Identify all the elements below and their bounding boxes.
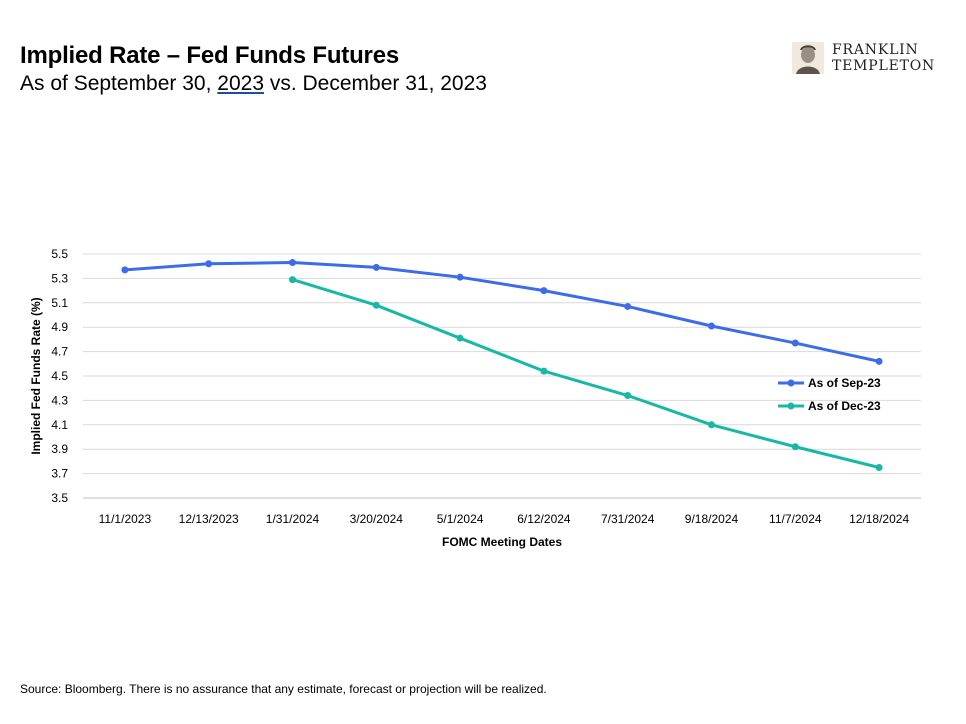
subtitle-year: 2023 xyxy=(217,72,264,95)
y-tick-label: 4.3 xyxy=(51,393,68,407)
x-tick-label: 9/18/2024 xyxy=(685,512,739,526)
data-point xyxy=(121,266,129,274)
y-tick-label: 4.1 xyxy=(51,418,68,432)
data-point xyxy=(624,392,632,400)
x-tick-label: 12/13/2023 xyxy=(179,512,239,526)
y-tick-label: 5.5 xyxy=(51,247,68,261)
data-point xyxy=(708,322,715,330)
legend-swatch-marker xyxy=(787,402,795,410)
series-line-1 xyxy=(124,261,880,363)
y-tick-label: 5.3 xyxy=(51,271,68,285)
logo-line-1: FRANKLIN xyxy=(832,42,919,58)
data-point xyxy=(372,301,380,309)
data-point xyxy=(540,287,548,295)
x-tick-label: 11/1/2023 xyxy=(99,512,152,526)
y-axis-title: Implied Fed Funds Rate (%) xyxy=(29,297,43,454)
portrait-icon xyxy=(792,42,824,74)
legend-swatch-marker xyxy=(787,379,795,387)
y-tick-label: 5.1 xyxy=(51,296,68,310)
y-tick-label: 3.5 xyxy=(51,491,68,505)
line-chart: 3.5 3.7 3.9 4.1 4.3 4.5 4.7 4.9 5.1 5.3 5.5 11/1/20… xyxy=(29,247,921,549)
subtitle-prefix: As of September 30, xyxy=(20,72,218,95)
x-tick-label: 1/31/2024 xyxy=(266,512,320,526)
x-tick-label: 6/12/2024 xyxy=(517,512,571,526)
franklin-templeton-logo: FRANKLIN TEMPLETON xyxy=(792,42,952,78)
y-tick-label: 4.5 xyxy=(51,369,68,383)
y-tick-label: 4.9 xyxy=(51,320,68,334)
source-note: Source: Bloomberg. There is no assurance… xyxy=(20,682,547,696)
x-tick-label: 3/20/2024 xyxy=(350,512,404,526)
y-tick-label: 3.9 xyxy=(51,442,68,456)
x-tick-label: 12/18/2024 xyxy=(849,512,909,526)
x-tick-label: 11/7/2024 xyxy=(769,512,822,526)
x-tick-label: 7/31/2024 xyxy=(601,512,655,526)
data-point xyxy=(875,357,883,365)
data-point xyxy=(708,421,715,429)
subtitle-suffix: vs. December 31, 2023 xyxy=(264,72,487,95)
data-point xyxy=(791,443,799,451)
data-point xyxy=(456,334,464,342)
data-point xyxy=(456,273,464,281)
x-tick-label: 5/1/2024 xyxy=(437,512,484,526)
y-tick-label: 4.7 xyxy=(51,345,68,359)
data-point xyxy=(540,367,548,375)
legend-label: As of Sep-23 xyxy=(808,376,881,390)
page-subtitle: As of September 30, 2023 vs. December 31… xyxy=(20,72,487,96)
data-point xyxy=(205,260,213,268)
data-point xyxy=(372,263,380,271)
series-line-2 xyxy=(292,278,880,469)
data-point xyxy=(875,464,883,471)
logo-line-2: TEMPLETON xyxy=(832,58,936,74)
y-tick-label: 3.7 xyxy=(51,467,68,481)
page-title: Implied Rate – Fed Funds Futures xyxy=(20,42,399,69)
data-point xyxy=(791,339,799,347)
data-point xyxy=(289,259,296,267)
x-axis-title: FOMC Meeting Dates xyxy=(442,535,562,549)
legend-label: As of Dec-23 xyxy=(808,399,881,413)
data-point xyxy=(624,302,632,310)
data-point xyxy=(289,276,296,284)
